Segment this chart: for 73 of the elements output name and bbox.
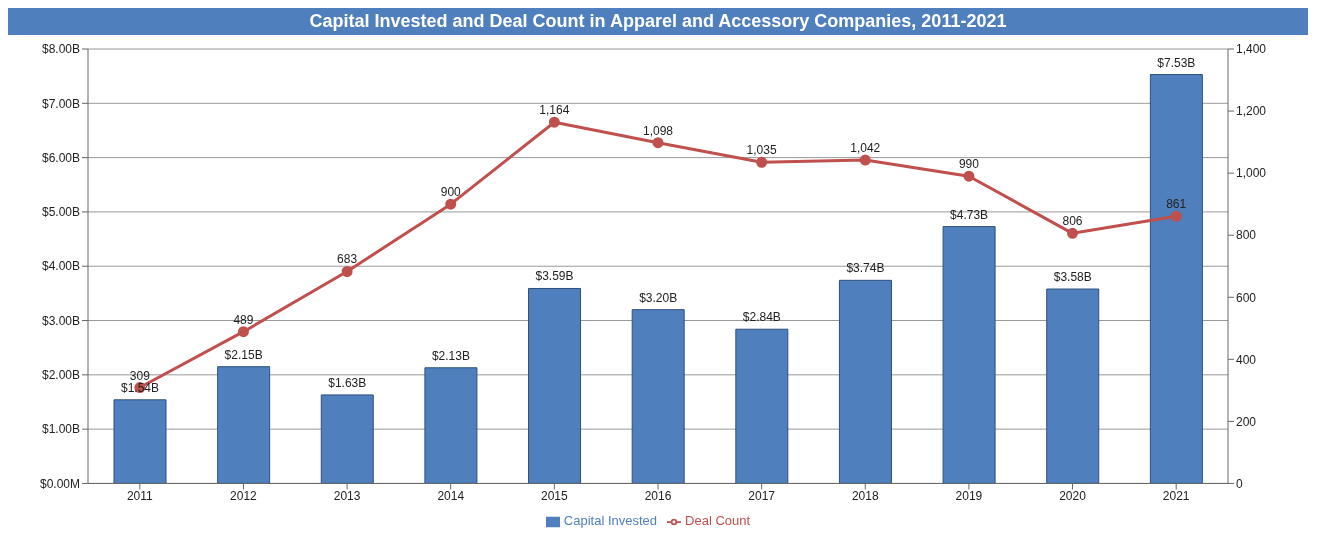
- data-label: 900: [440, 185, 462, 200]
- data-label: 1,035: [746, 143, 777, 158]
- data-label: 1,042: [850, 141, 881, 156]
- bar: [1046, 288, 1100, 484]
- data-label: $3.20B: [639, 290, 678, 305]
- y-tick-label: $7.00B: [41, 96, 80, 111]
- x-tick-label: 2016: [644, 488, 672, 503]
- y2-tick-label: 1,200: [1236, 104, 1267, 119]
- y2-tick-label: 1,400: [1236, 42, 1267, 57]
- x-tick-label: 2015: [541, 488, 569, 503]
- x-tick-label: 2020: [1059, 488, 1087, 503]
- y-tick-label: $0.00M: [39, 476, 80, 491]
- data-label: $2.13B: [431, 348, 470, 363]
- y2-tick-label: 400: [1236, 352, 1257, 367]
- x-tick-label: 2012: [230, 488, 258, 503]
- y-tick-label: $4.00B: [41, 259, 80, 274]
- point: [1067, 227, 1079, 239]
- y-tick-label: $8.00B: [41, 42, 80, 57]
- point: [859, 154, 871, 166]
- bar: [113, 399, 167, 484]
- y2-tick-label: 200: [1236, 414, 1257, 429]
- data-label: $3.58B: [1053, 270, 1092, 285]
- y2-tick-label: 600: [1236, 290, 1257, 305]
- bar: [942, 226, 996, 484]
- data-label: 309: [129, 368, 151, 383]
- data-label: 1,098: [642, 123, 674, 138]
- y2-tick-label: 1,000: [1236, 166, 1267, 181]
- x-tick-label: 2017: [748, 488, 776, 503]
- x-tick-label: 2013: [333, 488, 361, 503]
- data-label: 489: [233, 312, 254, 327]
- data-label: $3.59B: [535, 269, 574, 284]
- bar: [1149, 74, 1203, 484]
- data-label: 806: [1062, 214, 1083, 229]
- data-label: $2.15B: [224, 347, 263, 362]
- data-label: $3.74B: [846, 261, 885, 276]
- bar: [631, 309, 685, 484]
- bar: [528, 287, 582, 484]
- data-label: 1,164: [539, 103, 570, 118]
- data-label: $7.53B: [1157, 55, 1196, 70]
- x-tick-label: 2011: [126, 488, 154, 503]
- x-tick-label: 2014: [437, 488, 465, 503]
- y2-tick-label: 800: [1236, 228, 1257, 243]
- data-label: $2.84B: [742, 310, 781, 325]
- y-tick-label: $2.00B: [41, 368, 80, 383]
- bar: [217, 366, 271, 484]
- bar: [424, 367, 478, 484]
- data-label: $4.73B: [950, 207, 989, 222]
- point: [237, 326, 249, 338]
- legend-label: Capital Invested: [563, 513, 658, 529]
- point: [548, 116, 560, 128]
- data-label: 683: [337, 252, 358, 267]
- x-tick-label: 2021: [1162, 488, 1190, 503]
- y2-tick-label: 0: [1236, 476, 1243, 491]
- bar: [320, 394, 374, 484]
- legend-label: Deal Count: [685, 513, 751, 529]
- y-tick-label: $3.00B: [41, 313, 80, 328]
- point: [963, 170, 975, 182]
- y-tick-label: $5.00B: [41, 205, 80, 220]
- data-label: $1.63B: [328, 375, 367, 390]
- data-label: 990: [958, 157, 980, 172]
- point: [652, 137, 664, 149]
- x-tick-label: 2018: [851, 488, 879, 503]
- point: [1170, 210, 1182, 222]
- bar: [735, 328, 789, 484]
- y-tick-label: $1.00B: [41, 422, 80, 437]
- point: [756, 156, 768, 168]
- x-tick-label: 2019: [955, 488, 983, 503]
- bar: [838, 279, 892, 484]
- chart-title: Capital Invested and Deal Count in Apparel and Accessory Companies, 2011-2021: [8, 8, 1308, 35]
- point: [445, 198, 457, 210]
- point: [341, 265, 353, 277]
- data-label: 861: [1166, 197, 1187, 212]
- y-tick-label: $6.00B: [41, 150, 80, 165]
